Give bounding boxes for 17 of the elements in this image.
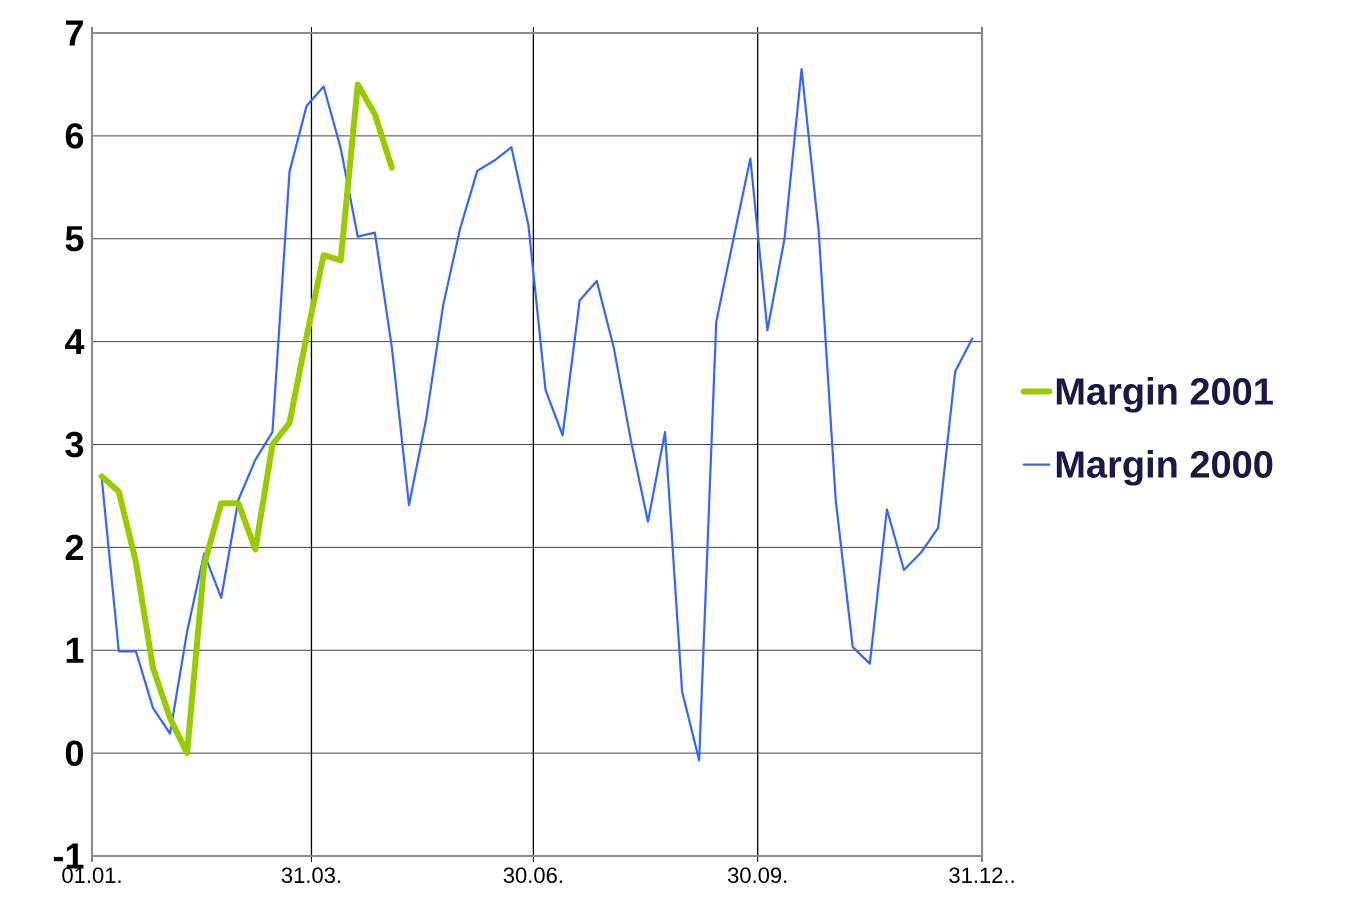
y-tick-label: 5 [65,226,84,252]
x-tick-label: 31.12.. [949,867,1014,884]
y-tick-label: 3 [65,431,84,458]
x-tick-label: 30.06. [503,867,562,884]
x-tick-label: 30.09. [727,867,787,884]
y-tick-label: 0 [65,740,84,766]
y-tick-label: 4 [65,329,85,355]
y-tick-label: -1 [53,843,84,869]
legend-label: Margin 2000 [1056,450,1273,486]
line-series [100,67,974,762]
x-tick-label: 01.01. [62,867,121,884]
y-tick-label: 6 [65,123,84,149]
y-tick-label: 1 [66,637,84,663]
y-tick-label: 2 [65,534,84,560]
legend-label: Margin 2001 [1056,377,1273,413]
y-tick-label: 7 [66,20,83,46]
x-tick-label: 31.03. [281,867,341,884]
